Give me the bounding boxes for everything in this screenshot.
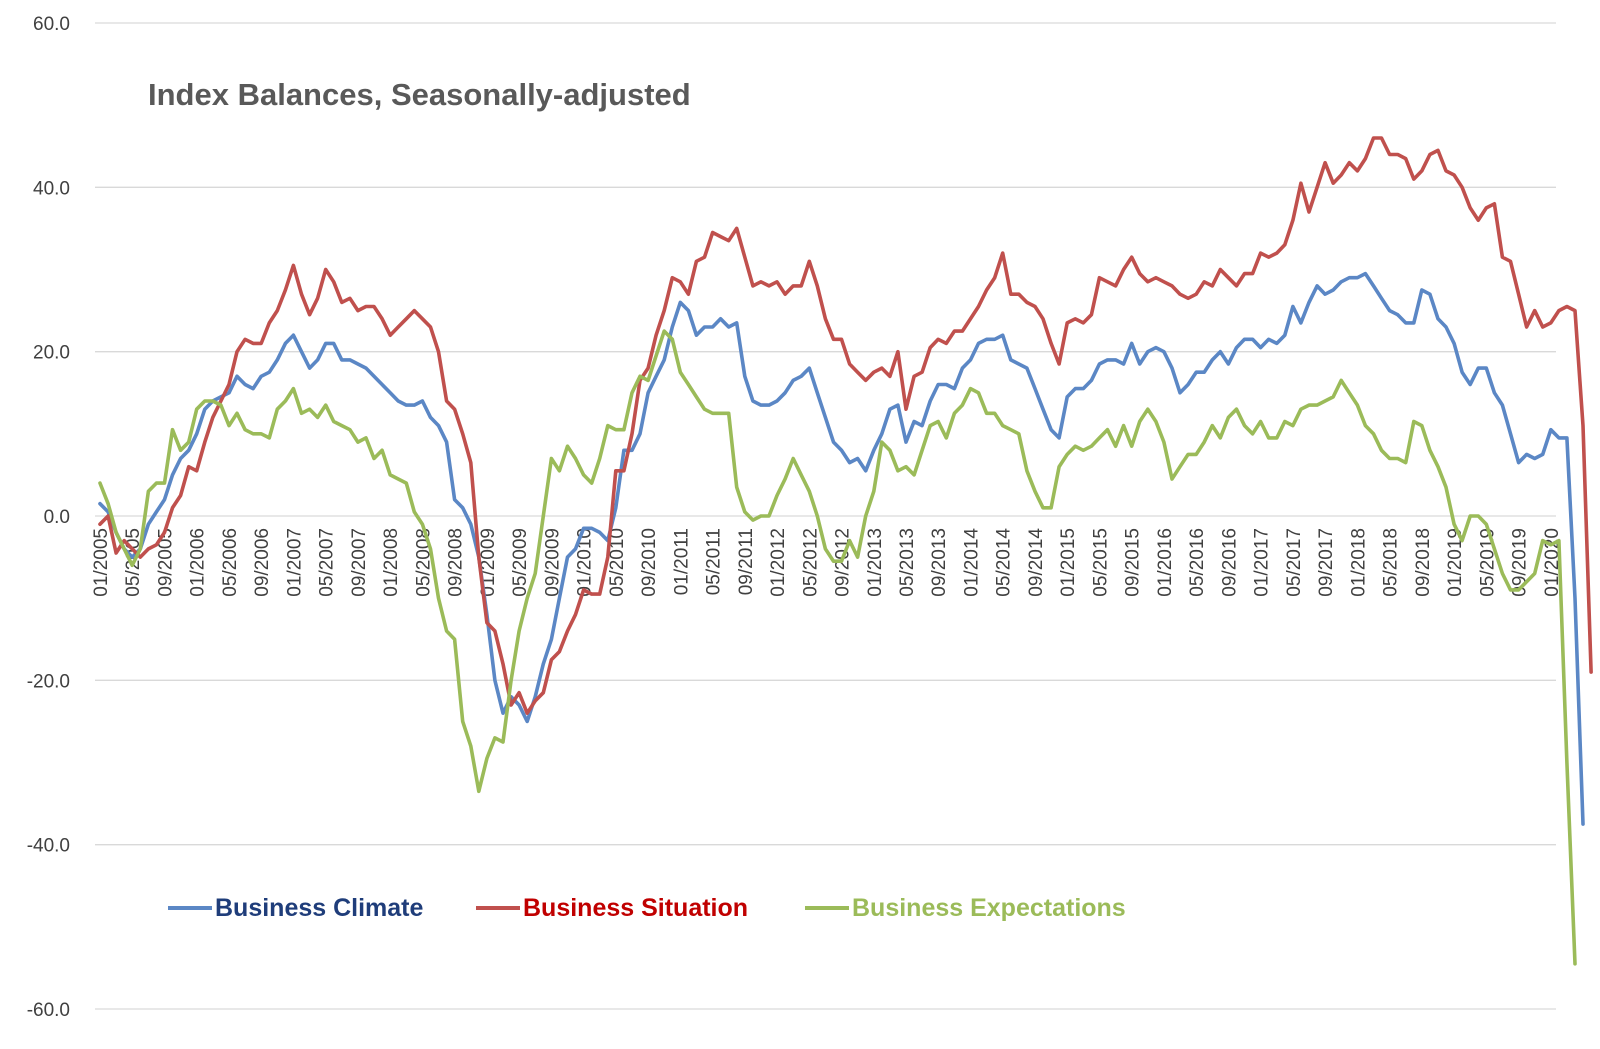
x-tick-label: 09/2014 [1026,528,1047,597]
series-line-business-expectations [98,329,1577,966]
x-tick-label: 05/2015 [1090,528,1111,597]
x-tick-label: 05/2017 [1284,528,1305,597]
y-tick-label: 0.0 [44,507,70,528]
x-tick-label: 05/2009 [510,528,531,597]
y-tick-label: -40.0 [27,836,70,857]
x-tick-label: 05/2014 [994,528,1015,597]
legend-label: Business Situation [523,894,748,922]
x-tick-label: 09/2008 [446,528,467,597]
y-tick-label: -60.0 [27,1000,70,1021]
x-tick-label: 01/2017 [1252,528,1273,597]
x-tick-label: 05/2013 [897,528,918,597]
x-tick-label: 09/2018 [1413,528,1434,597]
x-tick-label: 01/2016 [1155,528,1176,597]
x-tick-label: 09/2013 [929,528,950,597]
x-tick-label: 09/2016 [1219,528,1240,597]
x-tick-label: 01/2013 [865,528,886,597]
x-tick-label: 01/2014 [961,528,982,597]
y-tick-label: 60.0 [33,14,70,35]
x-tick-label: 09/2011 [736,528,757,595]
x-tick-label: 05/2016 [1187,528,1208,597]
x-tick-label: 01/2005 [91,528,112,597]
x-tick-label: 05/2006 [220,528,241,597]
chart-title: Index Balances, Seasonally-adjusted [148,77,691,112]
x-tick-label: 09/2009 [542,528,563,597]
x-tick-label: 05/2012 [800,528,821,597]
x-tick-label: 09/2006 [252,528,273,597]
legend-label: Business Expectations [852,894,1126,922]
y-tick-label: -20.0 [27,671,70,692]
x-tick-label: 01/2019 [1445,528,1466,597]
x-tick-label: 01/2010 [575,528,596,597]
y-tick-label: 20.0 [33,343,70,364]
x-tick-label: 09/2015 [1123,528,1144,597]
x-tick-label: 01/2008 [381,528,402,597]
x-tick-label: 09/2010 [639,528,660,597]
series-line-business-climate [98,271,1585,826]
x-tick-label: 01/2018 [1348,528,1369,597]
legend-label: Business Climate [215,894,424,922]
gridlines [95,22,1556,1010]
x-tick-label: 01/2006 [188,528,209,597]
x-tick-label: 05/2018 [1381,528,1402,597]
x-tick-label: 01/2012 [768,528,789,597]
x-tick-label: 05/2011 [704,528,725,595]
x-tick-label: 01/2011 [671,528,692,595]
series-lines [98,136,1593,966]
y-tick-label: 40.0 [33,178,70,199]
x-tick-label: 05/2019 [1477,528,1498,597]
x-axis-ticks: 01/2005 05/2005 09/2005 01/2006 05/2006 09/20… [91,528,1563,597]
x-tick-label: 09/2017 [1316,528,1337,597]
y-axis-ticks: 60.0 40.0 20.0 0.0 -20.0 -40.0 -60.0 [27,14,70,1021]
x-tick-label: 09/2019 [1510,528,1531,597]
x-tick-label: 01/2015 [1058,528,1079,597]
x-tick-label: 09/2007 [349,528,370,597]
legend: Business Climate Business Situation Busine… [168,894,1126,922]
x-tick-label: 05/2007 [317,528,338,597]
x-tick-label: 09/2005 [155,528,176,597]
series-line-business-situation [98,136,1593,716]
x-tick-label: 05/2010 [607,528,628,597]
x-tick-label: 01/2007 [284,528,305,597]
